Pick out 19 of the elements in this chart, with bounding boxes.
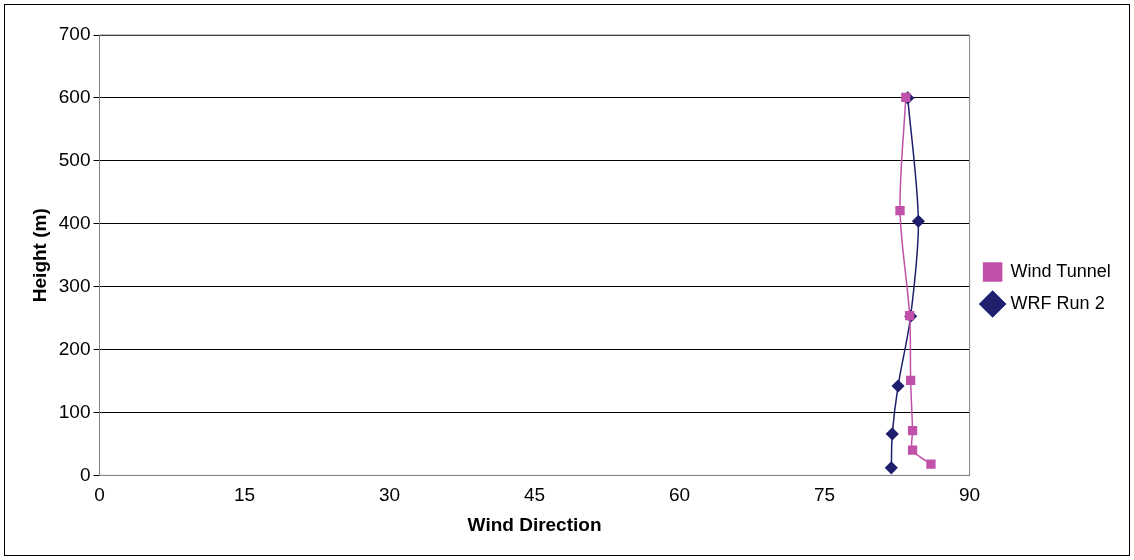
y-axis-title: Height (m) bbox=[28, 208, 50, 303]
y-tick-label: 400 bbox=[58, 211, 91, 233]
legend-label: Wind Tunnel bbox=[1010, 260, 1111, 281]
y-tick-label: 600 bbox=[58, 86, 91, 108]
y-tick-label: 700 bbox=[58, 23, 91, 45]
x-axis-title: Wind Direction bbox=[467, 513, 602, 535]
y-tick-label: 200 bbox=[58, 337, 91, 359]
x-tick-label: 15 bbox=[233, 484, 256, 506]
y-tick-label: 0 bbox=[79, 463, 91, 485]
x-tick-label: 60 bbox=[669, 484, 691, 506]
legend-label: WRF Run 2 bbox=[1010, 292, 1105, 313]
x-tick-label: 45 bbox=[523, 484, 546, 506]
x-tick-label: 90 bbox=[959, 484, 981, 506]
y-tick-label: 300 bbox=[58, 274, 91, 296]
x-tick-label: 30 bbox=[378, 484, 401, 506]
y-tick-label: 100 bbox=[58, 400, 91, 422]
y-tick-label: 500 bbox=[58, 149, 91, 171]
x-tick-label: 0 bbox=[94, 484, 105, 506]
x-tick-label: 75 bbox=[814, 484, 836, 506]
